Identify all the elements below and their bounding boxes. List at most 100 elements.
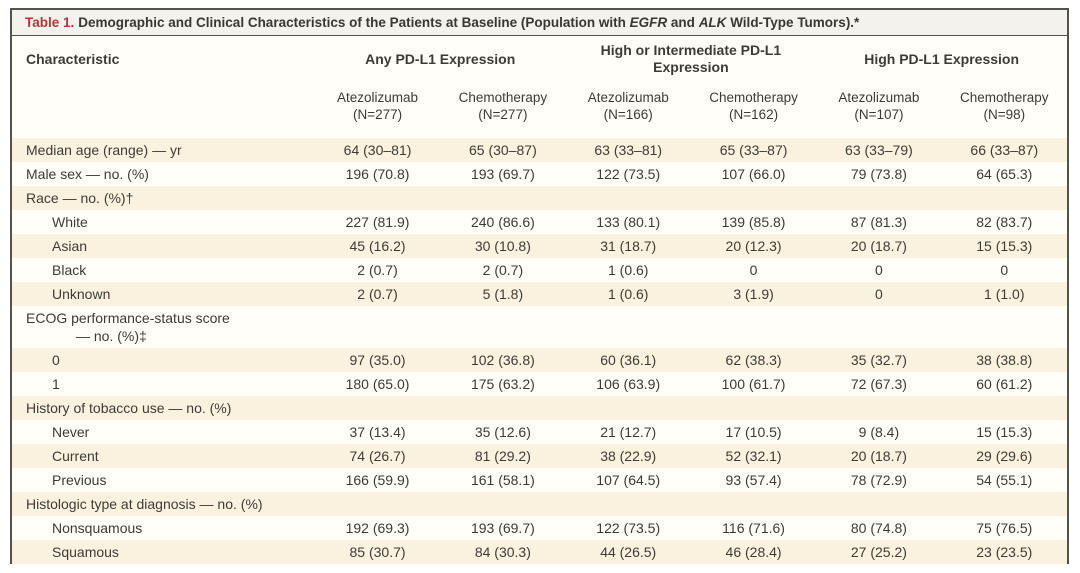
cell-value [440, 396, 565, 420]
table-frame: Table 1. Demographic and Clinical Charact… [10, 8, 1069, 564]
cell-value: 1 (0.6) [607, 286, 649, 302]
column-header-chemotherapy-high: Chemotherapy (N=98) [960, 90, 1049, 122]
cell-value: 20 (12.3) [725, 238, 782, 254]
table-row: Asian 45 (16.2) 30 (10.8) 31 (18.7) 20 (12.3… [12, 234, 1067, 258]
cell-value: 102 (36.8) [470, 352, 535, 368]
group-header-high-or-intermediate-pdl1: High or Intermediate PD-L1 Expression [600, 42, 782, 75]
cell-value [566, 306, 691, 348]
cell-value: 52 (32.1) [725, 448, 782, 464]
cell-value: 2 (0.7) [357, 286, 398, 302]
row-label: Asian [52, 238, 88, 254]
cell-value: 166 (59.9) [345, 472, 410, 488]
cell-value: 30 (10.8) [474, 238, 531, 254]
cell-value: 116 (71.6) [722, 520, 785, 536]
cell-value [816, 186, 941, 210]
cell-value: 192 (69.3) [345, 520, 410, 536]
row-label: 0 [52, 352, 60, 368]
cell-value [315, 396, 440, 420]
row-label: 1 [52, 376, 60, 392]
table-row: Black 2 (0.7) 2 (0.7) 1 (0.6) 0 0 0 [12, 258, 1067, 282]
cell-value: 62 (38.3) [725, 352, 782, 368]
row-label: Nonsquamous [52, 520, 143, 536]
table-row: Male sex — no. (%) 196 (70.8) 193 (69.7) 12… [12, 162, 1067, 186]
cell-value [566, 492, 691, 516]
cell-value: 45 (16.2) [349, 238, 406, 254]
cell-value: 80 (74.8) [850, 520, 907, 536]
row-label: History of tobacco use — no. (%) [26, 400, 232, 416]
cell-value: 1 (0.6) [607, 262, 649, 278]
cell-value: 65 (33–87) [719, 142, 788, 158]
row-label: Black [52, 262, 87, 278]
caption-text-2: and [667, 15, 699, 30]
table-body: Median age (range) — yr 64 (30–81) 65 (30–… [12, 138, 1067, 564]
cell-value: 0 [875, 262, 883, 278]
table-row: White 227 (81.9) 240 (86.6) 133 (80.1) 139 (… [12, 210, 1067, 234]
group-header-any-pdl1: Any PD-L1 Expression [365, 50, 516, 67]
cell-value: 75 (76.5) [976, 520, 1033, 536]
cell-value: 85 (30.7) [349, 544, 406, 560]
cell-value [440, 306, 565, 348]
column-header-chemotherapy-high-int: Chemotherapy (N=162) [709, 90, 798, 122]
table-row: 1 180 (65.0) 175 (63.2) 106 (63.9) 100 (61.7… [12, 372, 1067, 396]
table-row: Unknown 2 (0.7) 5 (1.8) 1 (0.6) 3 (1.9) 0 1 (1… [12, 282, 1067, 306]
cell-value [315, 186, 440, 210]
cell-value: 193 (69.7) [470, 520, 535, 536]
cell-value [942, 492, 1067, 516]
table-row: Never 37 (13.4) 35 (12.6) 21 (12.7) 17 (10.5… [12, 420, 1067, 444]
cell-value: 0 [875, 286, 883, 302]
table-row: Current 74 (26.7) 81 (29.2) 38 (22.9) 52 (32… [12, 444, 1067, 468]
cell-value: 2 (0.7) [357, 262, 398, 278]
table-caption: Demographic and Clinical Characteristics… [78, 15, 859, 30]
cell-value: 20 (18.7) [850, 238, 907, 254]
table-row: Nonsquamous 192 (69.3) 193 (69.7) 122 (73.5… [12, 516, 1067, 540]
cell-value [691, 492, 816, 516]
column-header-chemotherapy-any: Chemotherapy (N=277) [458, 90, 548, 122]
cell-value [315, 306, 440, 348]
cell-value: 60 (61.2) [976, 376, 1033, 392]
row-label: Never [52, 424, 90, 440]
row-label: Current [52, 448, 99, 464]
cell-value [816, 306, 941, 348]
cell-value [942, 396, 1067, 420]
cell-value: 27 (25.2) [850, 544, 907, 560]
row-label: Histologic type at diagnosis — no. (%) [26, 496, 263, 512]
cell-value: 5 (1.8) [482, 286, 524, 302]
cell-value: 74 (26.7) [349, 448, 406, 464]
row-label: White [52, 214, 88, 230]
cell-value: 63 (33–81) [594, 142, 663, 158]
cell-value [440, 492, 565, 516]
table-title: Table 1. Demographic and Clinical Charact… [12, 10, 1067, 36]
cell-value [440, 186, 565, 210]
cell-value: 133 (80.1) [596, 214, 661, 230]
cell-value: 122 (73.5) [596, 520, 661, 536]
arm-header-row: Atezolizumab (N=277) Chemotherapy (N=277) … [12, 82, 1067, 138]
cell-value: 38 (22.9) [600, 448, 657, 464]
cell-value: 84 (30.3) [474, 544, 531, 560]
cell-value: 107 (66.0) [721, 166, 786, 182]
cell-value: 17 (10.5) [725, 424, 782, 440]
cell-value: 35 (32.7) [850, 352, 907, 368]
cell-value: 139 (85.8) [721, 214, 786, 230]
cell-value: 180 (65.0) [345, 376, 410, 392]
table-number: Table 1. [25, 15, 75, 30]
cell-value: 72 (67.3) [850, 376, 907, 392]
cell-value: 106 (63.9) [596, 376, 661, 392]
cell-value: 23 (23.5) [976, 544, 1033, 560]
cell-value: 193 (69.7) [470, 166, 535, 182]
cell-value [566, 396, 691, 420]
cell-value [816, 492, 941, 516]
cell-value: 100 (61.7) [721, 376, 786, 392]
cell-value: 37 (13.4) [349, 424, 406, 440]
cell-value: 78 (72.9) [850, 472, 907, 488]
cell-value: 1 (1.0) [984, 286, 1025, 302]
table-row: Median age (range) — yr 64 (30–81) 65 (30–… [12, 138, 1067, 162]
cell-value: 21 (12.7) [600, 424, 657, 440]
column-header-atezolizumab-high-int: Atezolizumab (N=166) [587, 90, 669, 122]
cell-value: 82 (83.7) [976, 214, 1033, 230]
cell-value: 60 (36.1) [600, 352, 657, 368]
cell-value: 65 (30–87) [469, 142, 537, 158]
cell-value: 93 (57.4) [725, 472, 782, 488]
cell-value [816, 396, 941, 420]
cell-value [691, 306, 816, 348]
